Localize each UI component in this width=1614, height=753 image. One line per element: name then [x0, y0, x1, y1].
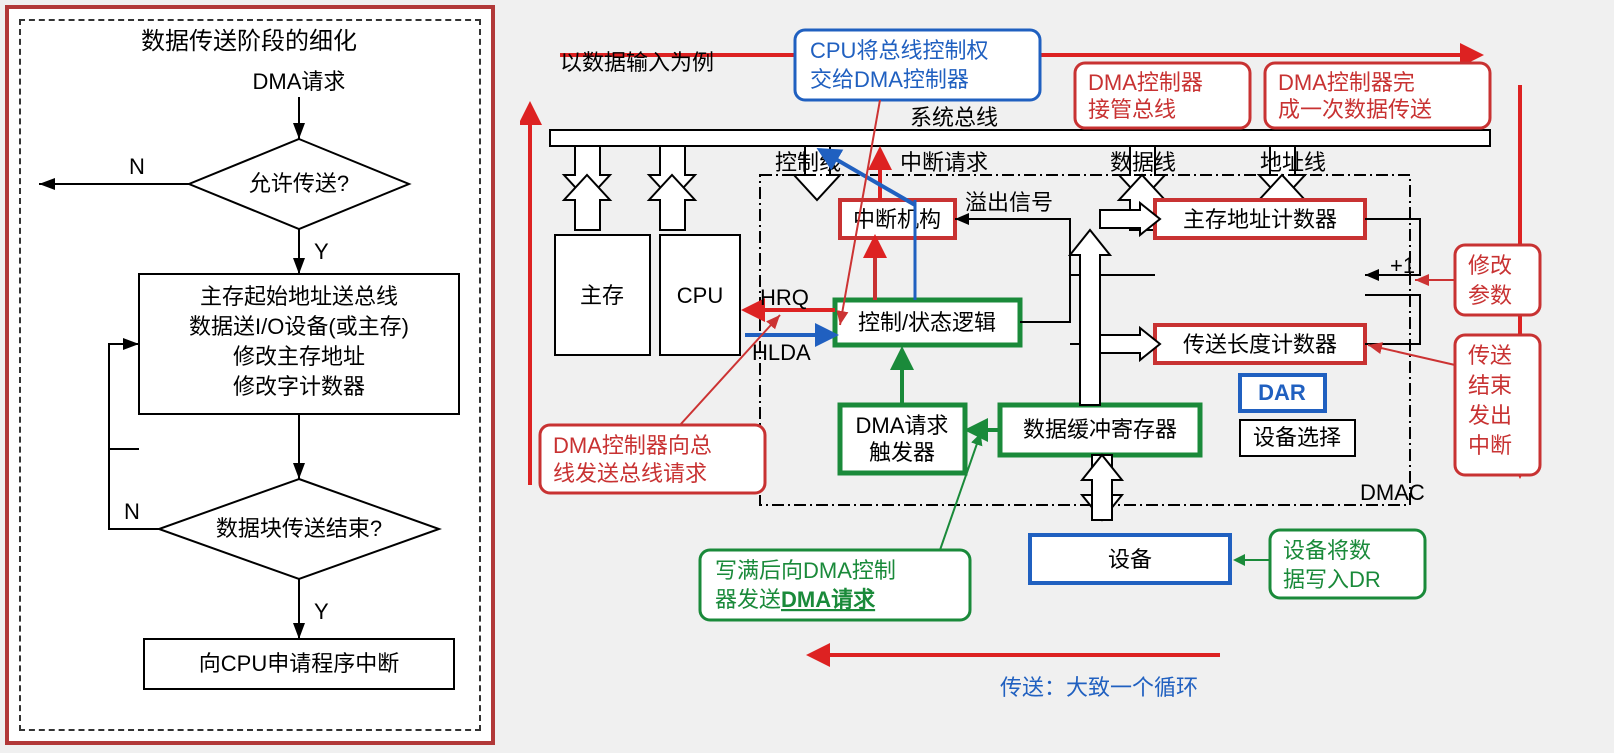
- data-buf-text: 数据缓冲寄存器: [1023, 417, 1177, 442]
- data-line-label: 数据线: [1110, 150, 1176, 175]
- bus-conn-2: [649, 146, 695, 230]
- xe3: 发出: [1468, 403, 1512, 428]
- dmac-label: DMAC: [1360, 480, 1425, 505]
- cpu-text: CPU: [677, 283, 723, 308]
- mp2: 参数: [1468, 283, 1512, 308]
- to1: DMA控制器: [1088, 70, 1203, 95]
- dar-text: DAR: [1258, 380, 1306, 405]
- len-in-arrow: [1100, 328, 1160, 360]
- hrq-text: HRQ: [760, 285, 809, 310]
- system-bus: [550, 130, 1490, 146]
- to2: 接管总线: [1088, 97, 1176, 122]
- xe2: 结束: [1468, 373, 1512, 398]
- overflow-text: 溢出信号: [965, 190, 1053, 215]
- ctrl-line-label: 控制线: [775, 150, 841, 175]
- xe1: 传送: [1468, 343, 1512, 368]
- heading: 以数据输入为例: [560, 50, 714, 75]
- dev-select-text: 设备选择: [1253, 425, 1341, 450]
- dma-trig-text1: DMA请求: [856, 413, 949, 438]
- int-req-label: 中断请求: [900, 150, 988, 175]
- block-diagram-panel: 以数据输入为例 系统总线 控制线 中断请求 数据线 地址线: [520, 5, 1600, 735]
- cp1: DMA控制器完: [1278, 70, 1415, 95]
- sr2: 线发送总线请求: [553, 461, 707, 486]
- buf-up: [1070, 230, 1110, 405]
- device-text: 设备: [1108, 547, 1152, 572]
- bus-conn-1: [564, 146, 610, 230]
- sr1: DMA控制器向总: [553, 433, 712, 458]
- buf-down2: [1082, 455, 1122, 520]
- cycle-note: 传送：大致一个循环: [1000, 675, 1198, 700]
- ctrl-logic-text: 控制/状态逻辑: [858, 310, 996, 335]
- flowchart-panel: 数据传送阶段的细化 DMA请求 允许传送? N Y 主存起始地址送总线 数据送I…: [5, 5, 495, 745]
- dma-trig-text2: 触发器: [869, 440, 935, 465]
- block-svg: 以数据输入为例 系统总线 控制线 中断请求 数据线 地址线: [520, 5, 1600, 735]
- fl1: 写满后向DMA控制: [715, 558, 896, 583]
- hlda-text: HLDA: [752, 340, 811, 365]
- main-mem-text: 主存: [580, 283, 624, 308]
- bus-label: 系统总线: [910, 105, 998, 130]
- cg1: CPU将总线控制权: [810, 38, 988, 63]
- dw1: 设备将数: [1283, 538, 1371, 563]
- plus1-loop2: [1365, 295, 1420, 344]
- addr-counter-text: 主存地址计数器: [1183, 207, 1337, 232]
- fl2: 器发送DMA请求: [715, 587, 875, 612]
- xe4: 中断: [1468, 433, 1512, 458]
- dw2: 据写入DR: [1283, 567, 1381, 592]
- cg2: 交给DMA控制器: [810, 67, 969, 92]
- plus1-text: +1: [1390, 253, 1415, 278]
- xe-ptr: [1368, 345, 1455, 365]
- mp1: 修改: [1468, 253, 1512, 278]
- len-counter-text: 传送长度计数器: [1183, 332, 1337, 357]
- addr-line-label: 地址线: [1260, 150, 1326, 175]
- int-unit-text: 中断机构: [853, 207, 941, 232]
- cp2: 成一次数据传送: [1278, 97, 1432, 122]
